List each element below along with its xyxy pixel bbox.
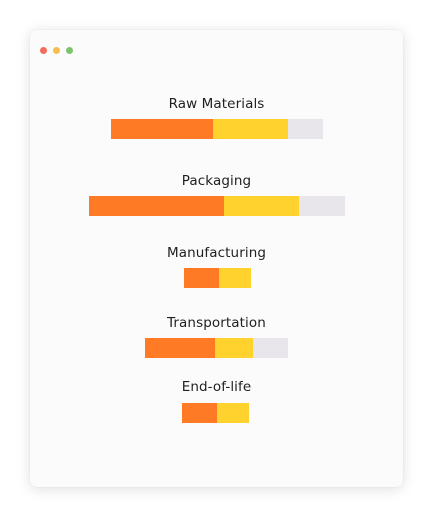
stage-bar-transportation — [145, 338, 288, 358]
close-dot-icon[interactable] — [40, 47, 47, 54]
bar-segment-remainder — [299, 196, 345, 216]
stage-end-of-life: End-of-life — [30, 30, 403, 487]
bar-segment-secondary — [219, 268, 251, 288]
bar-segment-secondary — [217, 403, 249, 423]
minimize-dot-icon[interactable] — [53, 47, 60, 54]
bar-segment-secondary — [224, 196, 299, 216]
stage-packaging: Packaging — [30, 30, 403, 487]
stage-label-manufacturing: Manufacturing — [166, 245, 267, 261]
stage-raw-materials: Raw Materials — [30, 30, 403, 487]
stage-label-end-of-life: End-of-life — [181, 379, 252, 395]
bar-segment-remainder — [253, 338, 288, 358]
bar-segment-primary — [111, 119, 213, 139]
stage-label-raw-materials: Raw Materials — [168, 96, 265, 112]
stage-manufacturing: Manufacturing — [30, 30, 403, 487]
stage-bar-packaging — [89, 196, 345, 216]
bar-segment-primary — [89, 196, 224, 216]
bar-segment-primary — [145, 338, 215, 358]
bar-segment-remainder — [288, 119, 323, 139]
app-window: Raw Materials Packaging Manufacturing Tr… — [30, 30, 403, 487]
bar-segment-secondary — [213, 119, 288, 139]
bar-segment-secondary — [215, 338, 253, 358]
stage-bar-end-of-life — [182, 403, 249, 423]
window-controls — [40, 47, 73, 54]
stage-transportation: Transportation — [30, 30, 403, 487]
bar-segment-primary — [184, 268, 219, 288]
maximize-dot-icon[interactable] — [66, 47, 73, 54]
stage-bar-raw-materials — [111, 119, 323, 139]
stage-label-packaging: Packaging — [181, 173, 252, 189]
stage-label-transportation: Transportation — [167, 315, 266, 331]
bar-segment-primary — [182, 403, 217, 423]
stage-bar-manufacturing — [184, 268, 251, 288]
